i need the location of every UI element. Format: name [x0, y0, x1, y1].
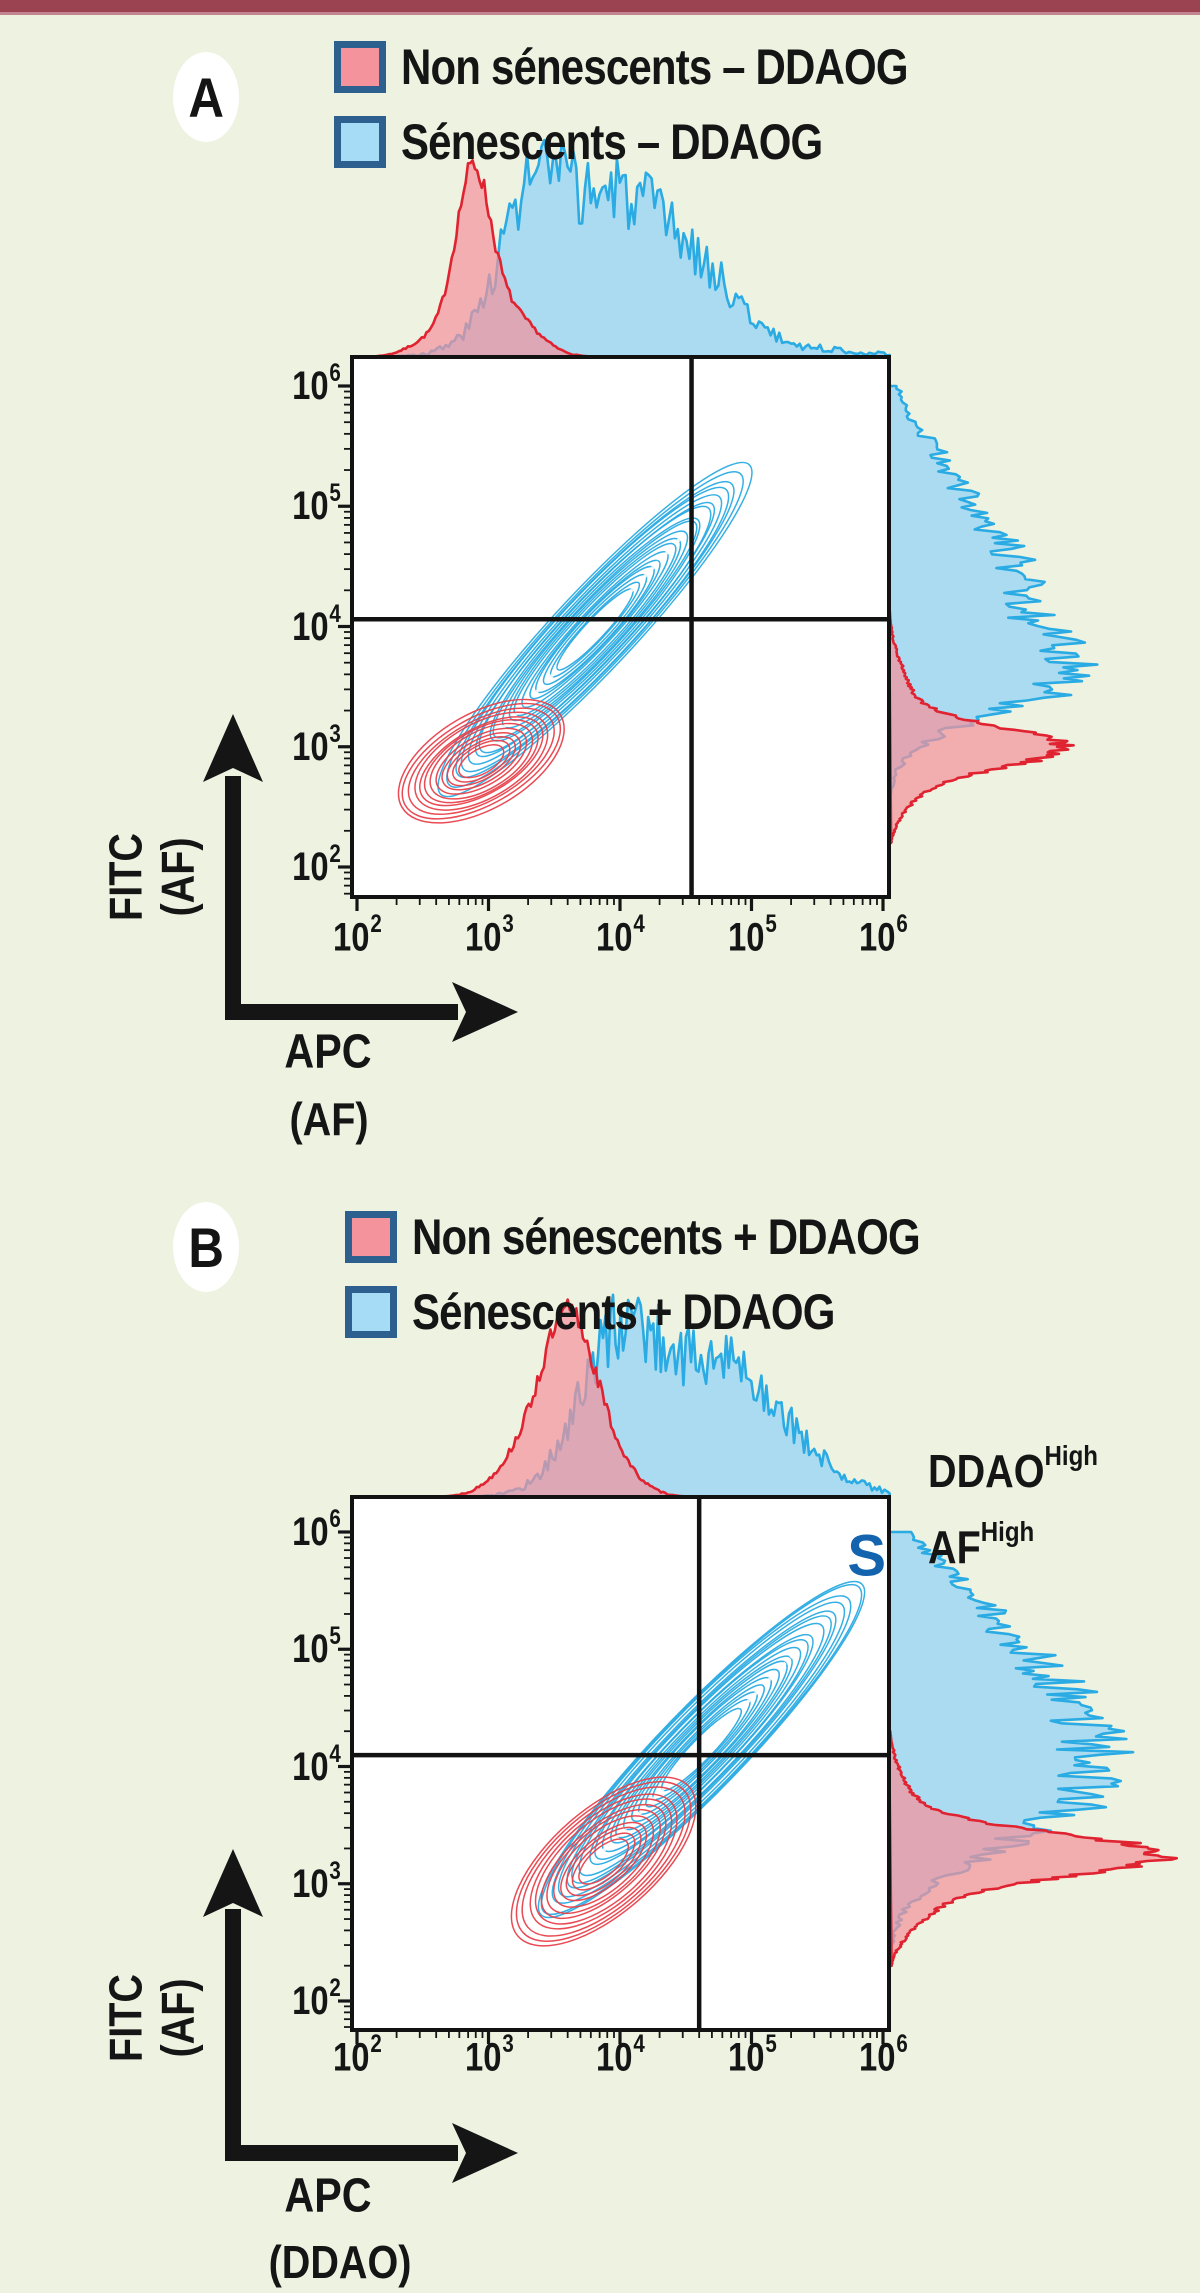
- legend-swatch-nonsenescent-b: [345, 1211, 397, 1263]
- annotation-af-base: AF: [928, 1521, 981, 1573]
- y-tick-10e5-B: 105: [292, 1622, 341, 1672]
- x-tick-10e2-B: 102: [333, 2030, 382, 2080]
- y-tick-10e3-A: 103: [292, 719, 341, 769]
- y-tick-10e2-B: 102: [292, 1973, 341, 2024]
- contour-Non sénescents + DDAOG: [510, 1776, 697, 1947]
- legend-label-senescent-a: Sénescents – DDAOG: [401, 114, 823, 170]
- y-axis-name-b: FITC: [99, 1974, 152, 2062]
- y-tick-10e2-A: 102: [292, 839, 341, 890]
- panel-a-badge: A: [173, 52, 239, 142]
- annotation-af-sup: High: [980, 1515, 1035, 1547]
- x-tick-10e5-A: 105: [727, 910, 777, 960]
- x-axis-name-a: APC: [284, 1025, 372, 1079]
- legend-swatch-senescent-b: [345, 1286, 397, 1338]
- x-tick-10e4-B: 104: [596, 2030, 645, 2080]
- x-axis-name-b: APC: [284, 2169, 372, 2223]
- panel-b-badge: B: [173, 1202, 239, 1292]
- y-tick-10e6-B: 106: [292, 1504, 341, 1555]
- axis-arrow-elbow-B: [225, 1909, 458, 2161]
- x-axis-detector-b: (DDAO): [268, 2236, 412, 2288]
- top-accent-bar: [0, 0, 1200, 12]
- legend-label-nonsenescent-b: Non sénescents + DDAOG: [412, 1209, 921, 1265]
- annotation-ddao-high: DDAOHigh: [928, 1440, 1098, 1498]
- panel-a-letter: A: [188, 65, 224, 129]
- y-axis-arrowhead-A: [203, 714, 263, 782]
- legend-swatch-nonsenescent-a: [334, 41, 386, 93]
- annotation-ddao-sup: High: [1044, 1439, 1098, 1471]
- contour-Non sénescents – DDAOG: [397, 698, 565, 824]
- y-axis-title-b: FITC (AF): [99, 1974, 203, 2062]
- x-tick-10e3-A: 103: [464, 910, 514, 960]
- x-tick-10e6-A: 106: [859, 910, 908, 960]
- annotation-ddao-base: DDAO: [928, 1445, 1045, 1497]
- top-accent-bar-edge: [0, 12, 1200, 15]
- legend-label-nonsenescent-a: Non sénescents – DDAOG: [401, 39, 909, 95]
- histogram-non_senescent-right: [887, 601, 1075, 845]
- y-axis-arrowhead-B: [203, 1849, 263, 1917]
- senescent-quadrant-label: S: [847, 1523, 886, 1589]
- y-tick-10e5-A: 105: [292, 479, 341, 529]
- panel-a-graphics: [203, 138, 1099, 1042]
- y-tick-10e4-B: 104: [292, 1739, 341, 1789]
- x-axis-detector-a: (AF): [289, 1093, 369, 1145]
- legend-row-nonsenescent-a: Non sénescents – DDAOG: [334, 39, 1004, 95]
- y-axis-detector-a: (AF): [151, 837, 203, 917]
- x-axis-arrowhead-A: [452, 982, 518, 1042]
- x-tick-10e6-B: 106: [859, 2030, 908, 2080]
- histogram-non_senescent-right: [887, 1730, 1178, 1968]
- y-axis-detector-b: (AF): [151, 1978, 203, 2058]
- x-axis-arrowhead-B: [452, 2123, 518, 2183]
- y-tick-10e6-A: 106: [292, 358, 341, 409]
- x-tick-10e3-B: 103: [464, 2030, 514, 2080]
- y-tick-10e4-A: 104: [292, 599, 341, 649]
- x-tick-10e2-A: 102: [333, 910, 382, 960]
- legend-row-senescent-b: Sénescents + DDAOG: [345, 1284, 915, 1340]
- contour-Sénescents + DDAOG: [537, 1580, 866, 1919]
- axis-arrow-elbow-A: [225, 776, 458, 1020]
- legend-row-nonsenescent-b: Non sénescents + DDAOG: [345, 1209, 1017, 1265]
- panel-b-graphics: [203, 1293, 1178, 2183]
- y-tick-10e3-B: 103: [292, 1856, 341, 1906]
- annotation-af-high: AFHigh: [928, 1516, 1034, 1574]
- legend-label-senescent-b: Sénescents + DDAOG: [412, 1284, 835, 1340]
- x-tick-10e5-B: 105: [727, 2030, 777, 2080]
- panel-b-letter: B: [188, 1215, 224, 1279]
- legend-swatch-senescent-a: [334, 116, 386, 168]
- y-axis-name-a: FITC: [99, 833, 152, 921]
- x-tick-10e4-A: 104: [596, 910, 645, 960]
- legend-row-senescent-a: Sénescents – DDAOG: [334, 114, 903, 170]
- y-axis-title-a: FITC (AF): [99, 833, 203, 921]
